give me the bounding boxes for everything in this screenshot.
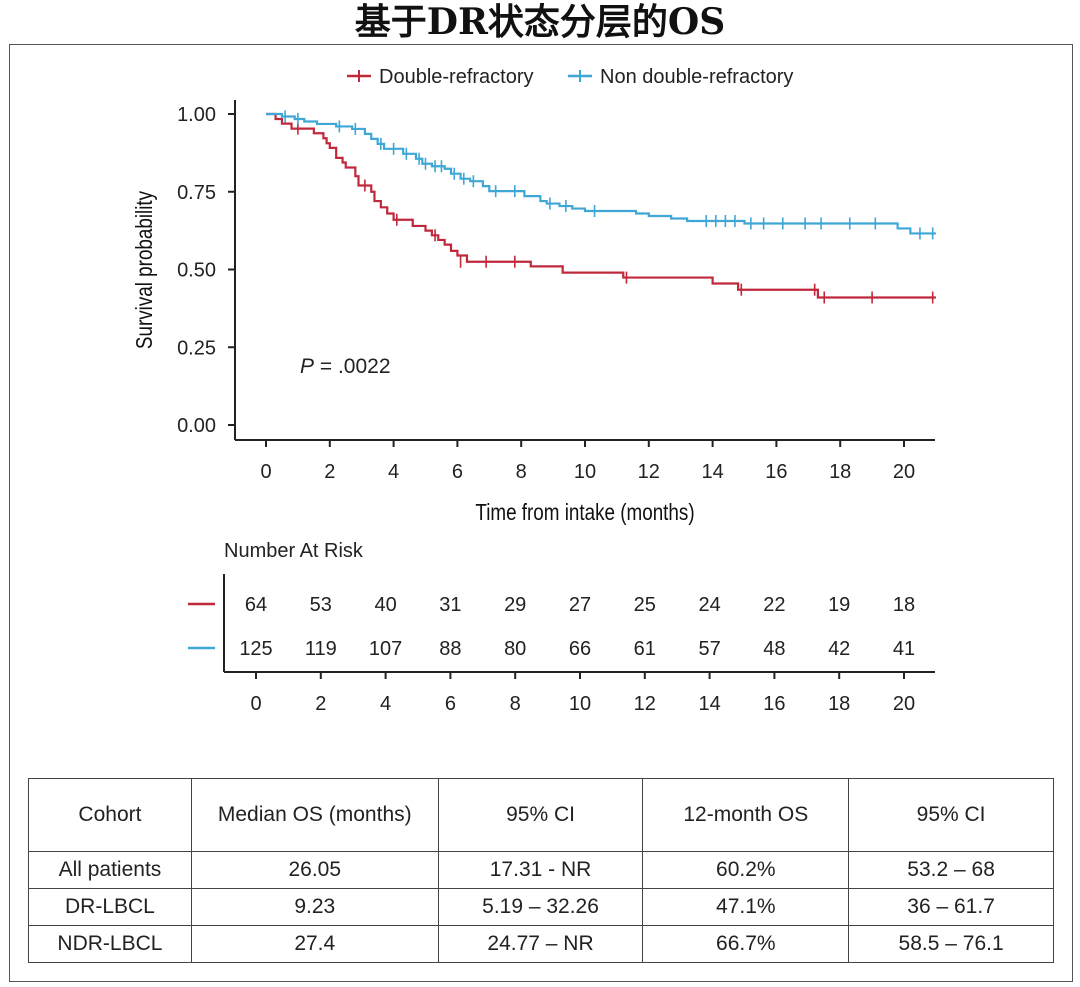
risk-count-dr: 64 (245, 594, 267, 616)
x-tick-label: 12 (638, 461, 660, 483)
risk-x-tick-label: 20 (893, 693, 915, 715)
risk-count-ndr: 66 (569, 638, 591, 660)
survival-curve-dr (266, 112, 936, 299)
risk-count-dr: 27 (569, 594, 591, 616)
y-tick-label: 1.00 (177, 104, 216, 126)
cell-ci-median: 24.77 – NR (437, 925, 644, 963)
summary-table: Cohort Median OS (months) 95% CI 12-mont… (28, 778, 1054, 963)
risk-x-tick-label: 14 (698, 693, 720, 715)
cell-median-os: 27.4 (190, 925, 439, 963)
cell-ci-12-month: 53.2 – 68 (848, 851, 1054, 889)
p-value-annotation: P = .0022 (300, 355, 391, 378)
x-tick-label: 10 (574, 461, 596, 483)
table-row: NDR-LBCL 27.4 24.77 – NR 66.7% 58.5 – 76… (28, 925, 1054, 963)
risk-count-ndr: 119 (305, 638, 337, 660)
risk-count-ndr: 80 (504, 638, 526, 660)
cell-ci-median: 5.19 – 32.26 (437, 888, 644, 926)
cell-median-os: 26.05 (190, 851, 439, 889)
risk-count-ndr: 41 (893, 638, 915, 660)
figure-frame (9, 44, 1073, 982)
x-tick-label: 2 (324, 461, 335, 483)
y-tick-label: 0.00 (177, 415, 216, 437)
cell-cohort: All patients (28, 851, 192, 889)
cell-12-month-os: 66.7% (642, 925, 850, 963)
risk-count-dr: 19 (828, 594, 850, 616)
risk-count-ndr: 61 (634, 638, 656, 660)
x-axis-title: Time from intake (months) (475, 500, 694, 525)
risk-x-tick-label: 0 (250, 693, 261, 715)
cell-ci-12-month: 36 – 61.7 (848, 888, 1054, 926)
cell-cohort: NDR-LBCL (28, 925, 192, 963)
risk-x-tick-label: 6 (445, 693, 456, 715)
header-ci-12-month: 95% CI (848, 778, 1054, 852)
risk-count-dr: 22 (763, 594, 785, 616)
summary-header-row: Cohort Median OS (months) 95% CI 12-mont… (28, 778, 1054, 852)
y-tick-label: 0.50 (177, 260, 216, 282)
risk-count-dr: 25 (634, 594, 656, 616)
risk-count-dr: 40 (374, 594, 396, 616)
table-row: DR-LBCL 9.23 5.19 – 32.26 47.1% 36 – 61.… (28, 888, 1054, 926)
risk-count-ndr: 88 (439, 638, 461, 660)
risk-x-tick-label: 10 (569, 693, 591, 715)
x-tick-label: 4 (388, 461, 399, 483)
x-tick-label: 16 (765, 461, 787, 483)
x-tick-label: 14 (701, 461, 723, 483)
table-row: All patients 26.05 17.31 - NR 60.2% 53.2… (28, 851, 1054, 889)
header-cohort: Cohort (28, 778, 192, 852)
y-tick-label: 0.75 (177, 182, 216, 204)
y-axis-title: Survival probability (132, 190, 157, 349)
risk-x-tick-label: 16 (763, 693, 785, 715)
cell-median-os: 9.23 (190, 888, 439, 926)
risk-count-dr: 24 (698, 594, 720, 616)
risk-count-dr: 29 (504, 594, 526, 616)
legend-label-ndr: Non double-refractory (600, 66, 793, 88)
legend-label-dr: Double-refractory (379, 66, 534, 88)
p-value-symbol: P (300, 355, 314, 378)
risk-count-dr: 31 (439, 594, 461, 616)
risk-x-tick-label: 12 (634, 693, 656, 715)
risk-count-ndr: 125 (239, 638, 272, 660)
page-title: 基于DR状态分层的OS (354, 1, 726, 43)
header-ci-median: 95% CI (437, 778, 644, 852)
risk-count-ndr: 107 (369, 638, 402, 660)
header-12-month-os: 12-month OS (642, 778, 850, 852)
cell-cohort: DR-LBCL (28, 888, 192, 926)
risk-x-tick-label: 4 (380, 693, 391, 715)
header-median-os: Median OS (months) (190, 778, 439, 852)
km-chart: 0.000.250.500.751.000 2 4 6 8 10 12 14 16 18 20Tim… (132, 66, 936, 715)
risk-x-tick-label: 2 (315, 693, 326, 715)
risk-count-ndr: 57 (698, 638, 720, 660)
x-tick-label: 8 (516, 461, 527, 483)
risk-table-title: Number At Risk (224, 540, 364, 562)
risk-count-ndr: 48 (763, 638, 785, 660)
risk-count-ndr: 42 (828, 638, 850, 660)
risk-count-dr: 18 (893, 594, 915, 616)
y-tick-label: 0.25 (177, 337, 216, 359)
risk-count-dr: 53 (310, 594, 332, 616)
risk-x-tick-label: 18 (828, 693, 850, 715)
x-tick-label: 0 (260, 461, 271, 483)
x-tick-label: 6 (452, 461, 463, 483)
p-value-text: = .0022 (314, 355, 390, 378)
cell-12-month-os: 60.2% (642, 851, 850, 889)
x-tick-label: 20 (893, 461, 915, 483)
cell-ci-12-month: 58.5 – 76.1 (848, 925, 1054, 963)
cell-12-month-os: 47.1% (642, 888, 850, 926)
risk-x-tick-label: 8 (510, 693, 521, 715)
x-tick-label: 18 (829, 461, 851, 483)
cell-ci-median: 17.31 - NR (437, 851, 644, 889)
survival-curve-ndr (266, 112, 936, 235)
